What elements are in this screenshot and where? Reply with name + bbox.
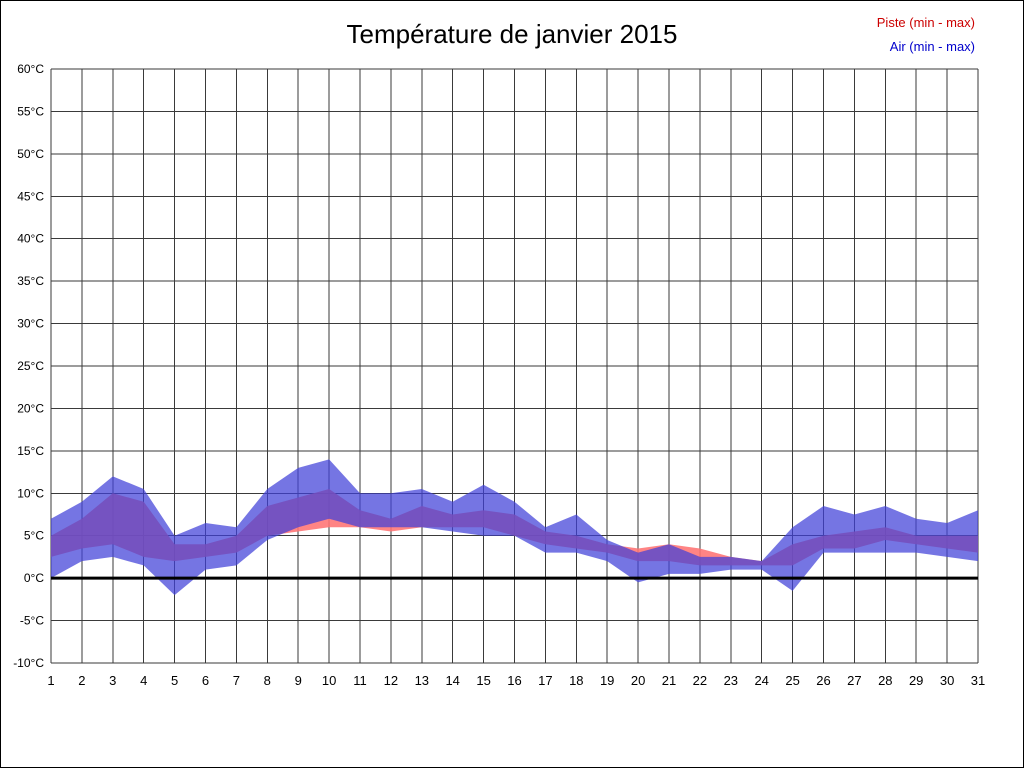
svg-text:18: 18 (569, 673, 583, 688)
svg-text:-5°C: -5°C (20, 614, 44, 628)
svg-text:13: 13 (415, 673, 429, 688)
svg-text:25: 25 (785, 673, 799, 688)
svg-text:50°C: 50°C (17, 147, 44, 161)
svg-text:8: 8 (264, 673, 271, 688)
svg-text:28: 28 (878, 673, 892, 688)
svg-text:40°C: 40°C (17, 232, 44, 246)
svg-text:15: 15 (476, 673, 490, 688)
svg-text:16: 16 (507, 673, 521, 688)
svg-text:23: 23 (724, 673, 738, 688)
svg-text:24: 24 (754, 673, 768, 688)
svg-text:11: 11 (353, 673, 367, 688)
svg-text:10°C: 10°C (17, 486, 44, 500)
svg-text:25°C: 25°C (17, 359, 44, 373)
svg-text:3: 3 (109, 673, 116, 688)
svg-text:35°C: 35°C (17, 274, 44, 288)
legend-item-piste: Piste (min - max) (876, 15, 975, 30)
svg-text:20°C: 20°C (17, 401, 44, 415)
legend: Piste (min - max) Air (min - max) (877, 11, 975, 59)
svg-text:30: 30 (940, 673, 954, 688)
svg-text:7: 7 (233, 673, 240, 688)
svg-text:17: 17 (538, 673, 552, 688)
svg-text:30°C: 30°C (17, 317, 44, 331)
svg-text:31: 31 (971, 673, 985, 688)
svg-text:2: 2 (78, 673, 85, 688)
svg-text:27: 27 (847, 673, 861, 688)
svg-text:19: 19 (600, 673, 614, 688)
svg-text:5°C: 5°C (24, 529, 44, 543)
svg-text:21: 21 (662, 673, 676, 688)
svg-text:26: 26 (816, 673, 830, 688)
chart-title: Température de janvier 2015 (346, 19, 678, 49)
svg-text:5: 5 (171, 673, 178, 688)
svg-text:15°C: 15°C (17, 444, 44, 458)
svg-text:6: 6 (202, 673, 209, 688)
svg-text:55°C: 55°C (17, 104, 44, 118)
svg-text:9: 9 (295, 673, 302, 688)
legend-item-air: Air (min - max) (889, 39, 975, 54)
svg-text:-10°C: -10°C (13, 656, 44, 670)
svg-text:4: 4 (140, 673, 147, 688)
svg-text:10: 10 (322, 673, 336, 688)
svg-text:60°C: 60°C (17, 62, 44, 76)
svg-text:22: 22 (693, 673, 707, 688)
svg-text:0°C: 0°C (24, 571, 44, 585)
svg-text:12: 12 (384, 673, 398, 688)
svg-text:45°C: 45°C (17, 189, 44, 203)
svg-text:14: 14 (445, 673, 459, 688)
svg-text:20: 20 (631, 673, 645, 688)
svg-text:29: 29 (909, 673, 923, 688)
svg-text:1: 1 (47, 673, 54, 688)
